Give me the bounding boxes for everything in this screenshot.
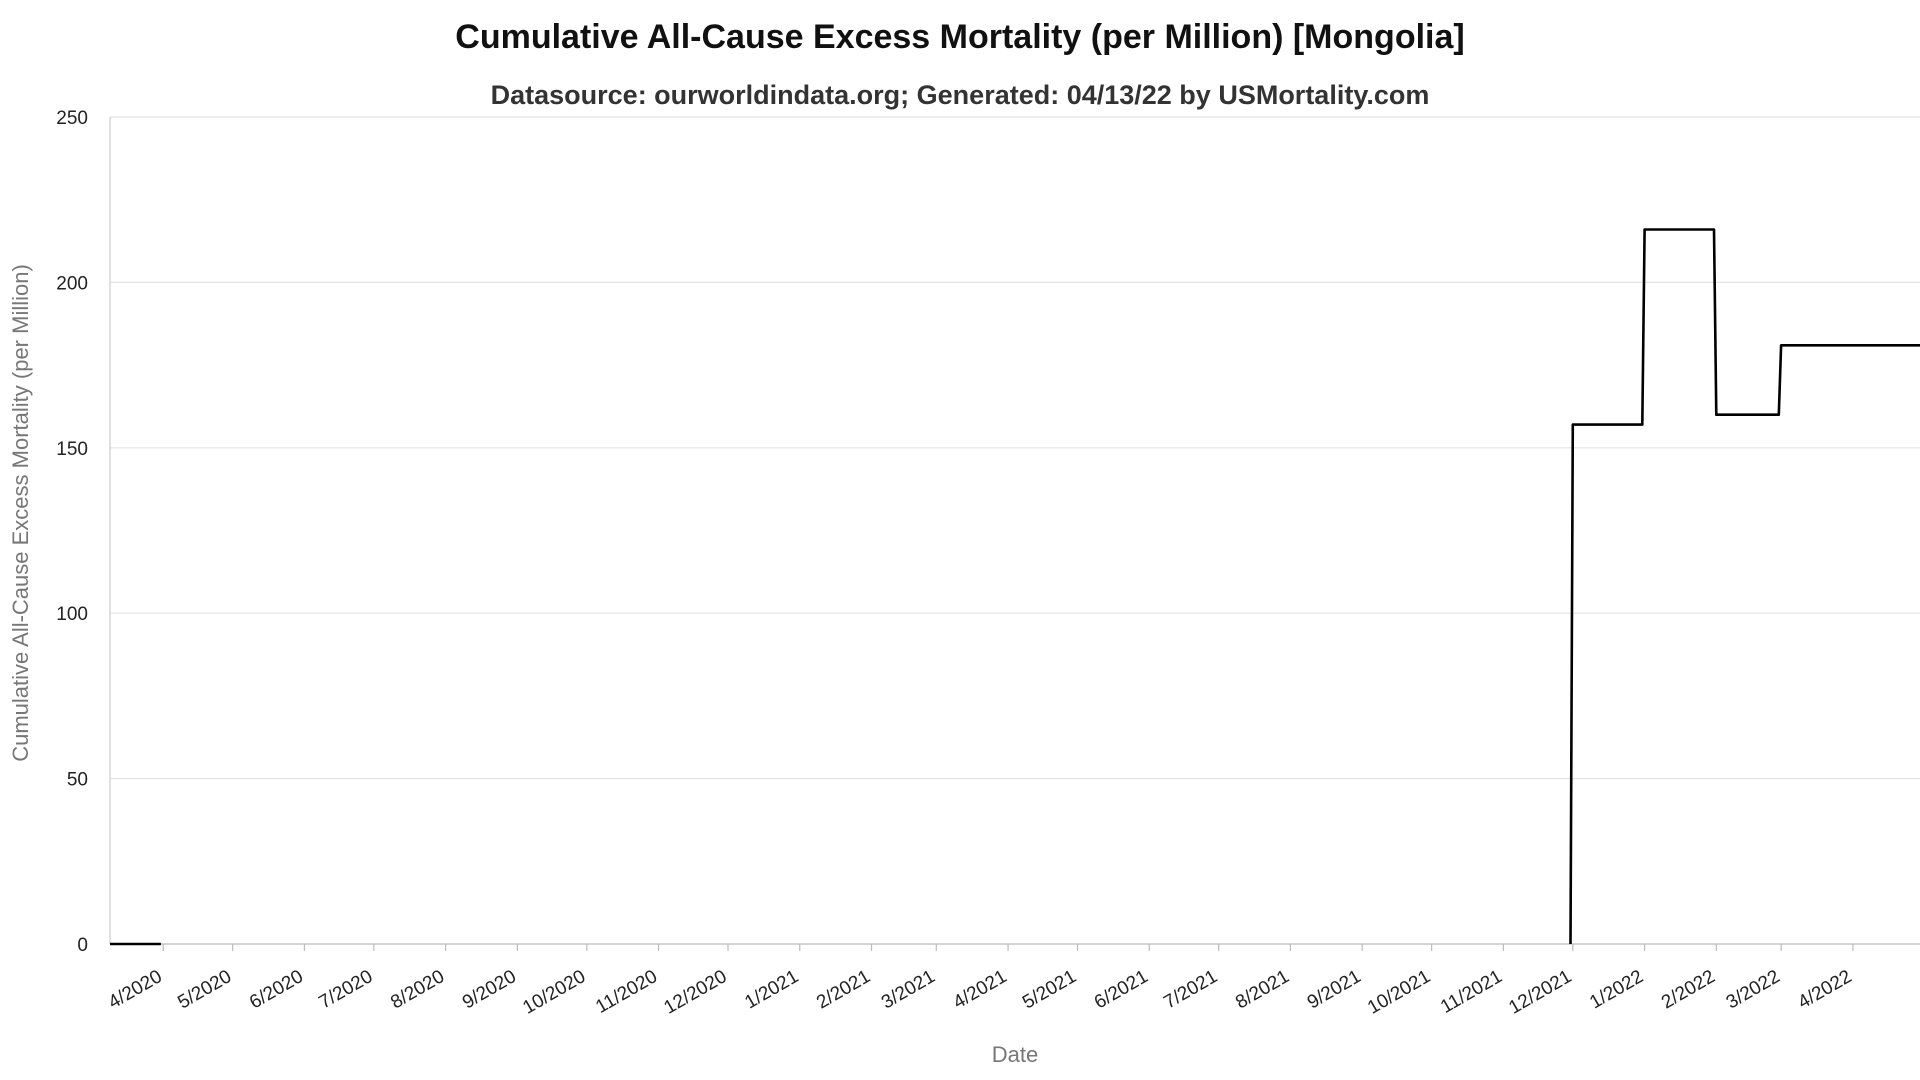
x-tick-label: 6/2021 [1091,966,1152,1013]
x-tick-label: 10/2021 [1364,966,1434,1019]
x-tick-label: 6/2020 [246,966,307,1013]
x-tick-label: 8/2020 [387,966,448,1013]
y-tick-labels: 0 50 100 150 200 250 [56,108,88,956]
x-tick-label: 11/2021 [1437,966,1506,1018]
x-tick-label: 12/2020 [661,966,731,1019]
y-tick-label: 250 [56,108,88,129]
y-tick-label: 50 [67,770,88,791]
y-tick-label: 100 [56,604,88,625]
chart-title: Cumulative All-Cause Excess Mortality (p… [455,18,1465,56]
x-tick-label: 7/2020 [316,966,377,1013]
x-tick-label: 7/2021 [1160,966,1221,1013]
grid-lines [110,116,1920,780]
y-axis-title: Cumulative All-Cause Excess Mortality (p… [8,264,33,762]
x-tick-label: 4/2020 [105,966,166,1013]
x-tick-label: 10/2020 [519,966,589,1019]
y-tick-label: 200 [56,273,88,294]
series-line [1569,228,1920,945]
x-tick-label: 3/2022 [1723,966,1784,1013]
x-tick-label: 4/2022 [1795,966,1856,1013]
x-tick-label: 9/2020 [459,966,520,1013]
x-tick-label: 9/2021 [1304,966,1365,1013]
x-tick-label: 5/2020 [174,966,235,1013]
x-tick-label: 2/2021 [813,966,874,1013]
y-tick-label: 150 [56,439,88,460]
x-tick-label: 3/2021 [878,966,939,1013]
x-tick-label: 1/2022 [1586,966,1647,1013]
x-tick-label: 2/2022 [1658,966,1719,1013]
chart-subtitle: Datasource: ourworldindata.org; Generate… [490,80,1430,110]
x-tick-label: 11/2020 [592,966,661,1018]
x-tick-labels: 4/2020 5/2020 6/2020 7/2020 8/2020 9/2020 10/2… [105,966,1855,1019]
axes [109,117,1920,951]
x-tick-label: 4/2021 [950,966,1011,1013]
x-tick-label: 12/2021 [1505,966,1575,1019]
y-tick-label: 0 [77,935,88,956]
series-lines [110,228,1920,946]
x-tick-label: 1/2021 [741,966,802,1013]
x-tick-label: 8/2021 [1232,966,1293,1013]
x-tick-label: 5/2021 [1019,966,1080,1013]
x-axis-title: Date [992,1042,1038,1067]
